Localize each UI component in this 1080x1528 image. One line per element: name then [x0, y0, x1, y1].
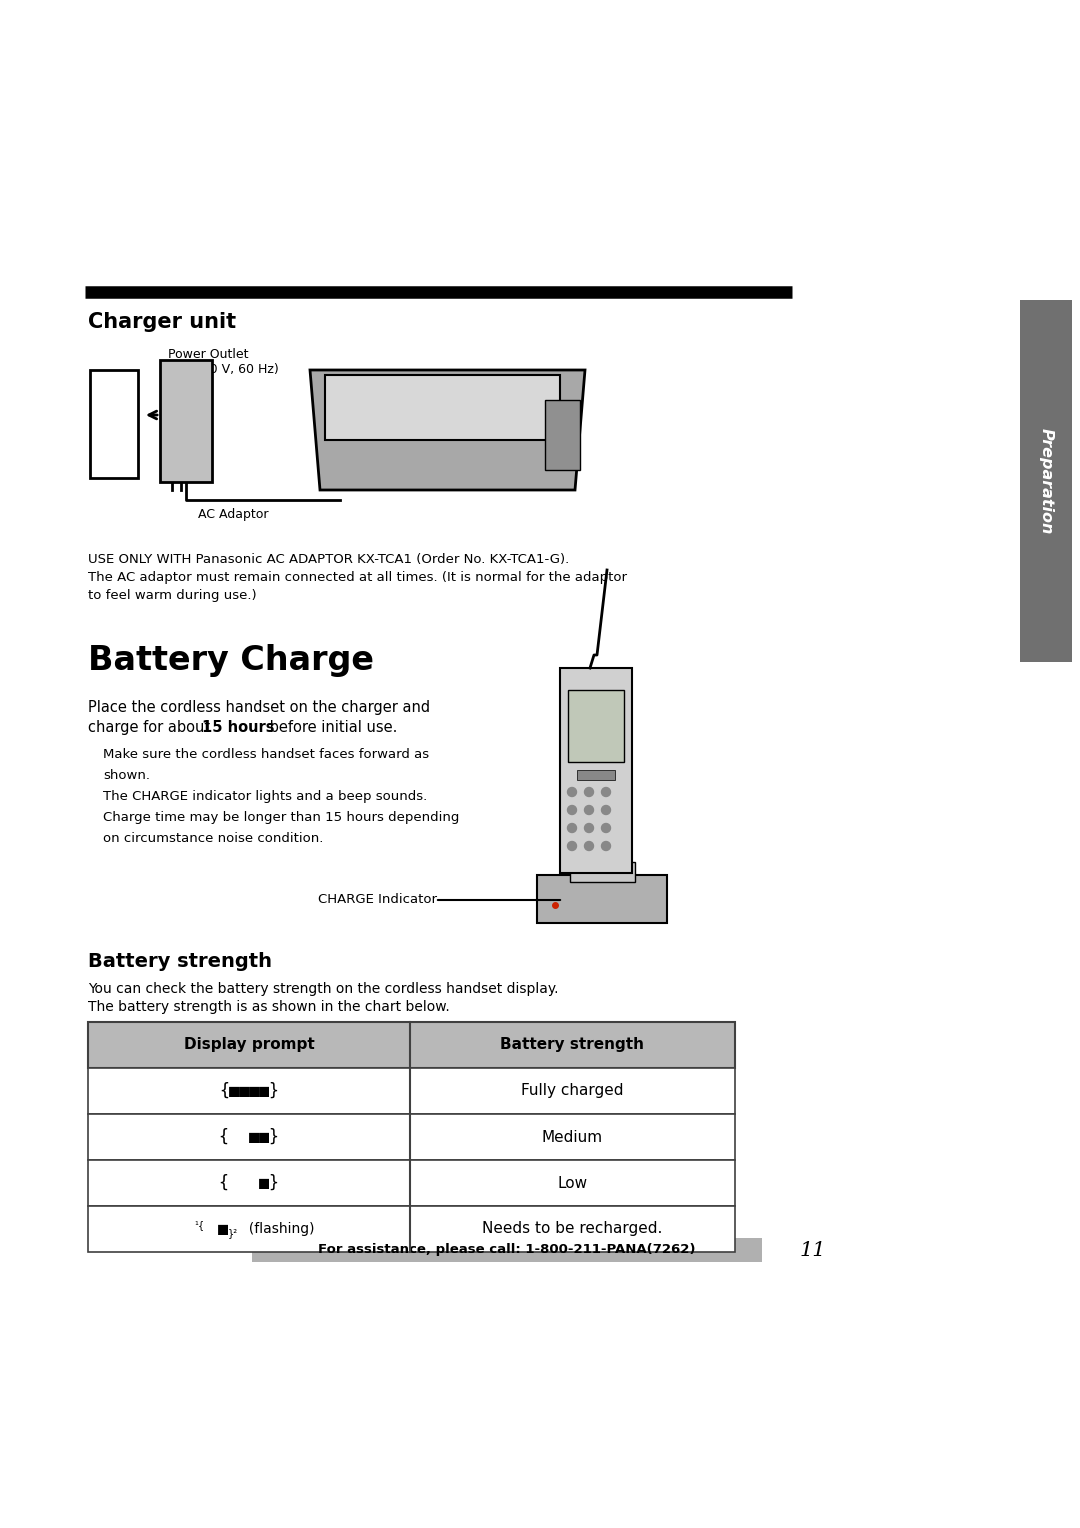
Bar	[570, 862, 635, 882]
Bar	[160, 361, 212, 481]
Text: before initial use.: before initial use.	[265, 720, 397, 735]
Bar	[87, 1068, 735, 1114]
Text: USE ONLY WITH Panasonic AC ADAPTOR KX-TCA1 (Order No. KX-TCA1-G).: USE ONLY WITH Panasonic AC ADAPTOR KX-TC…	[87, 553, 569, 565]
Circle shape	[567, 824, 577, 833]
Bar	[325, 374, 561, 440]
Text: Charger unit: Charger unit	[87, 312, 237, 332]
Bar	[87, 1160, 735, 1206]
Text: Preparation: Preparation	[1039, 428, 1053, 535]
Bar	[568, 691, 624, 762]
Text: Medium: Medium	[542, 1129, 603, 1144]
Text: on circumstance noise condition.: on circumstance noise condition.	[103, 833, 323, 845]
Bar	[252, 1238, 762, 1262]
Bar	[87, 1206, 735, 1251]
Text: Charge time may be longer than 15 hours depending: Charge time may be longer than 15 hours …	[103, 811, 459, 824]
Text: (flashing): (flashing)	[240, 1222, 314, 1236]
Circle shape	[567, 842, 577, 851]
Text: {   ■}: { ■}	[219, 1174, 279, 1192]
Text: Display prompt: Display prompt	[184, 1038, 314, 1053]
Circle shape	[602, 842, 610, 851]
Text: You can check the battery strength on the cordless handset display.: You can check the battery strength on th…	[87, 983, 558, 996]
Polygon shape	[310, 370, 585, 490]
Bar	[537, 876, 667, 923]
Circle shape	[602, 805, 610, 814]
Text: {■■■■}: {■■■■}	[219, 1082, 279, 1100]
Text: Low: Low	[557, 1175, 588, 1190]
Text: Power Outlet
(AC 120 V, 60 Hz): Power Outlet (AC 120 V, 60 Hz)	[168, 348, 279, 376]
Bar	[87, 1022, 735, 1068]
Text: Battery Charge: Battery Charge	[87, 643, 374, 677]
Text: The AC adaptor must remain connected at all times. (It is normal for the adaptor: The AC adaptor must remain connected at …	[87, 571, 627, 584]
Text: to feel warm during use.): to feel warm during use.)	[87, 588, 257, 602]
Text: }²: }²	[228, 1229, 238, 1238]
Text: The CHARGE indicator lights and a beep sounds.: The CHARGE indicator lights and a beep s…	[103, 790, 428, 804]
Circle shape	[584, 787, 594, 796]
Text: For assistance, please call: 1-800-211-PANA(7262): For assistance, please call: 1-800-211-P…	[319, 1244, 696, 1256]
Text: The battery strength is as shown in the chart below.: The battery strength is as shown in the …	[87, 999, 449, 1015]
Bar	[87, 1114, 735, 1160]
Text: 15 hours: 15 hours	[202, 720, 274, 735]
Bar	[1020, 299, 1072, 662]
Text: AC Adaptor: AC Adaptor	[198, 507, 269, 521]
Text: {  ■■}: { ■■}	[219, 1128, 279, 1146]
Text: ■: ■	[208, 1219, 228, 1238]
Text: ¹{: ¹{	[194, 1219, 204, 1230]
Text: CHARGE Indicator: CHARGE Indicator	[318, 892, 437, 906]
Bar	[577, 770, 615, 779]
Bar	[545, 400, 580, 471]
Bar	[90, 370, 138, 478]
Text: Place the cordless handset on the charger and: Place the cordless handset on the charge…	[87, 700, 430, 715]
Circle shape	[567, 805, 577, 814]
Circle shape	[584, 824, 594, 833]
Text: Make sure the cordless handset faces forward as: Make sure the cordless handset faces for…	[103, 749, 429, 761]
Circle shape	[584, 805, 594, 814]
Text: charge for about: charge for about	[87, 720, 215, 735]
Circle shape	[602, 824, 610, 833]
Text: shown.: shown.	[103, 769, 150, 782]
Text: Needs to be recharged.: Needs to be recharged.	[483, 1221, 663, 1236]
Text: Fully charged: Fully charged	[522, 1083, 624, 1099]
Text: Battery strength: Battery strength	[500, 1038, 645, 1053]
Text: Battery strength: Battery strength	[87, 952, 272, 970]
Bar	[561, 668, 632, 872]
Text: 11: 11	[800, 1241, 826, 1259]
Circle shape	[602, 787, 610, 796]
Circle shape	[567, 787, 577, 796]
Circle shape	[584, 842, 594, 851]
